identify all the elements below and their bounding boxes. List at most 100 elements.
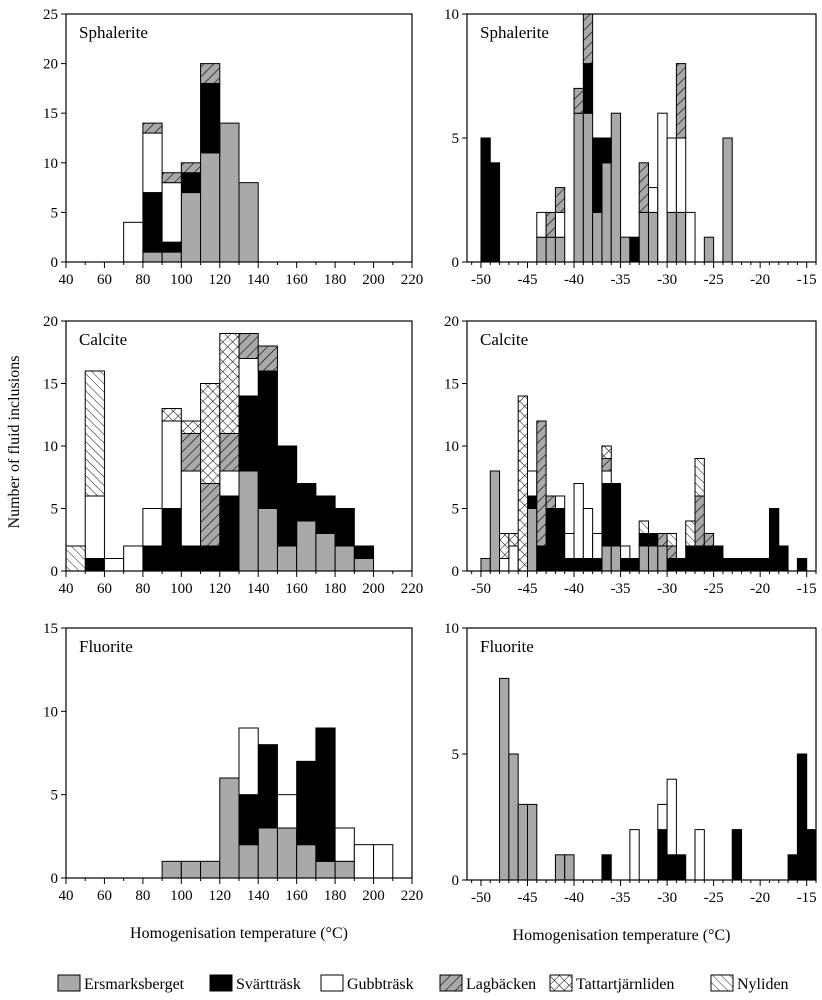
bar-ersmarksberget-m33 xyxy=(638,545,649,572)
x-tick-label: 160 xyxy=(285,581,308,597)
bar-nyliden-50 xyxy=(84,370,105,497)
bar-lagbacken-100 xyxy=(180,162,202,174)
x-tick-label: 220 xyxy=(401,272,424,288)
y-tick-label: 10 xyxy=(43,156,58,172)
legend-swatch-tattartjarnliden xyxy=(549,974,573,992)
y-tick-label: 0 xyxy=(452,873,460,889)
x-tick-label: 140 xyxy=(247,581,270,597)
bar-svarttrask-m40 xyxy=(573,558,584,572)
bar-tattartjarnliden-m46 xyxy=(517,395,529,572)
bar-ersmarksberget-170 xyxy=(315,860,336,879)
bar-nyliden-m33 xyxy=(638,520,649,534)
x-tick-label: 120 xyxy=(209,272,232,288)
bar-svarttrask-90 xyxy=(161,508,182,572)
bar-gubbtrask-m31 xyxy=(657,112,668,263)
panel-title: Fluorite xyxy=(79,637,133,656)
bar-gubbtrask-90 xyxy=(161,182,182,243)
bar-svarttrask-m15 xyxy=(806,829,817,881)
y-tick-label: 5 xyxy=(51,205,59,221)
x-tick-label: -20 xyxy=(750,581,770,597)
bar-svarttrask-m32 xyxy=(647,533,659,547)
panel-calcite-3: -50 -45 -40 -35 -30 -25 -20 -15 0 5 10 15 20 Calcite xyxy=(444,314,817,597)
x-tick-label: 180 xyxy=(324,888,347,904)
x-tick-label: 100 xyxy=(170,272,193,288)
bar-svarttrask-110 xyxy=(200,545,221,572)
bar-gubbtrask-m32 xyxy=(647,187,659,213)
bar-lagbacken-m29 xyxy=(675,63,687,139)
x-tick-label: 100 xyxy=(170,888,193,904)
bar-nyliden-m27 xyxy=(694,458,705,497)
bar-svarttrask-m25 xyxy=(713,545,724,572)
legend-item-tattartjarnliden: Tattartjärnliden xyxy=(549,974,674,993)
bar-ersmarksberget-m32 xyxy=(647,545,659,572)
bar-ersmarksberget-m49 xyxy=(489,470,501,572)
bar-ersmarksberget-120 xyxy=(219,122,240,263)
bar-ersmarksberget-m43 xyxy=(545,236,556,263)
bar-ersmarksberget-m29 xyxy=(675,211,687,263)
bar-gubbtrask-130 xyxy=(238,358,259,397)
x-tick-label: -30 xyxy=(657,581,677,597)
bar-ersmarksberget-110 xyxy=(200,860,221,879)
legend-item-ersmarksberget: Ersmarksberget xyxy=(57,974,185,993)
bar-svarttrask-m41 xyxy=(564,558,575,572)
x-tick-label: 200 xyxy=(362,888,385,904)
bar-nyliden-40 xyxy=(65,545,86,572)
x-tick-label: -25 xyxy=(704,890,724,906)
bar-gubbtrask-m45 xyxy=(526,470,538,497)
x-axis-label: Homogenisation temperature (°C) xyxy=(513,927,731,944)
bar-svarttrask-m37 xyxy=(601,854,612,881)
x-tick-label: 140 xyxy=(247,272,270,288)
x-tick-label: -40 xyxy=(564,890,584,906)
bar-ersmarksberget-m41 xyxy=(564,854,575,881)
legend-label-gubbtrask: Gubbträsk xyxy=(347,976,414,993)
bar-gubbtrask-m42 xyxy=(554,495,566,509)
legend-swatch-svarttrask xyxy=(209,974,233,992)
bar-gubbtrask-m30 xyxy=(666,137,677,213)
bar-ersmarksberget-m37 xyxy=(601,545,612,572)
bar-ersmarksberget-m40 xyxy=(573,112,584,263)
bar-ersmarksberget-m39 xyxy=(582,112,594,263)
y-tick-label: 15 xyxy=(43,621,58,637)
legend-label-tattartjarnliden: Tattartjärnliden xyxy=(576,976,674,993)
y-tick-label: 0 xyxy=(452,255,460,271)
bar-ersmarksberget-150 xyxy=(276,545,298,572)
x-tick-label: 60 xyxy=(97,581,112,597)
y-tick-label: 10 xyxy=(444,7,459,23)
x-tick-label: -40 xyxy=(564,272,584,288)
bar-ersmarksberget-140 xyxy=(257,508,278,572)
bar-tattartjarnliden-100 xyxy=(180,420,202,434)
bar-ersmarksberget-m50 xyxy=(480,558,491,572)
x-tick-label: 200 xyxy=(362,272,385,288)
bar-ersmarksberget-180 xyxy=(334,860,355,879)
bar-gubbtrask-200 xyxy=(373,844,394,879)
bar-svarttrask-m30 xyxy=(666,558,677,572)
y-tick-label: 25 xyxy=(43,7,58,23)
bar-ersmarksberget-m42 xyxy=(554,236,566,263)
bar-gubbtrask-m27 xyxy=(694,829,705,881)
bar-tattartjarnliden-m48 xyxy=(499,533,510,559)
bar-gubbtrask-m42 xyxy=(554,211,566,238)
y-tick-label: 5 xyxy=(452,131,460,147)
y-tick-label: 20 xyxy=(43,57,58,73)
x-tick-label: 80 xyxy=(135,888,150,904)
panel-fluorite-4: 40 60 80 100 120 140 160 180 200 220 0 5 10 15 Fluorit… xyxy=(43,621,423,942)
bar-gubbtrask-m29 xyxy=(675,137,687,213)
legend-swatch-gubbtrask xyxy=(320,974,344,992)
x-tick-label: 220 xyxy=(401,888,424,904)
legend-label-nyliden: Nyliden xyxy=(737,976,789,993)
bar-svarttrask-m30 xyxy=(666,854,677,881)
bar-svarttrask-m33 xyxy=(638,533,649,547)
x-tick-label: 120 xyxy=(209,888,232,904)
bar-ersmarksberget-m36 xyxy=(610,112,622,263)
panel-title: Calcite xyxy=(79,330,127,349)
panel-title: Sphalerite xyxy=(480,23,549,42)
bar-svarttrask-m28 xyxy=(685,545,696,572)
bar-ersmarksberget-m37 xyxy=(601,162,612,263)
bar-gubbtrask-80 xyxy=(142,508,163,547)
x-tick-label: -25 xyxy=(704,581,724,597)
panel-title: Sphalerite xyxy=(79,23,148,42)
legend-label-ersmarksberget: Ersmarksberget xyxy=(84,976,185,993)
bar-tattartjarnliden-m47 xyxy=(508,533,519,547)
bar-ersmarksberget-90 xyxy=(161,860,182,879)
